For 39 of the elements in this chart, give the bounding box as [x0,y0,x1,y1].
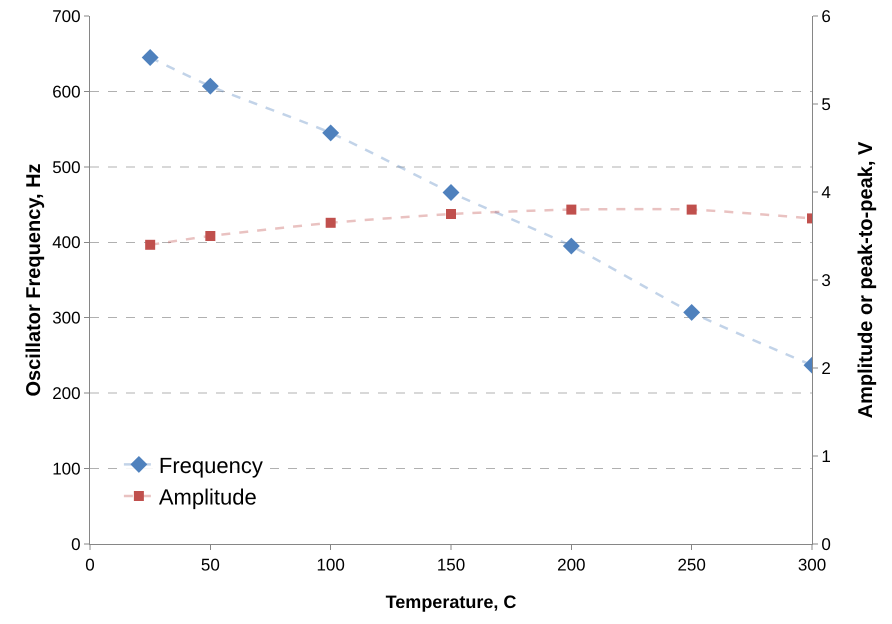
x-tick-label: 100 [316,555,345,574]
point [683,304,700,321]
y2-tick-label: 6 [821,6,831,26]
x-axis-title: Temperature, C [386,592,516,612]
y2-tick-label: 2 [821,358,831,378]
point [205,231,216,241]
x-tick-label: 150 [436,555,466,574]
point [562,238,580,255]
legend-label: Frequency [158,452,263,478]
y2-axis-title: Amplitude or peak-to-peak, V [855,140,877,418]
point [322,124,340,142]
point [442,184,460,201]
y2-tick-label: 0 [821,534,831,554]
point [686,204,697,215]
point [145,240,156,250]
y-axis-title: Oscillator Frequency, Hz [23,163,45,397]
point [326,218,336,228]
y2-tick-label: 3 [821,270,831,290]
x-tick-label: 0 [85,555,95,574]
x-tick-label: 50 [200,555,220,574]
point [566,204,576,215]
y-tick-label: 100 [52,460,81,479]
x-tick-label: 200 [557,555,586,574]
point [202,78,219,95]
y2-tick-label: 1 [821,446,831,466]
y-tick-label: 0 [71,534,81,554]
x-tick-label: 250 [677,555,706,574]
y-tick-label: 700 [52,6,81,26]
y-tick-label: 600 [52,82,81,102]
y-tick-label: 200 [52,384,81,404]
legend-label: Amplitude [158,484,257,510]
point [142,49,159,66]
y2-tick-label: 5 [821,94,831,114]
y-tick-label: 500 [52,158,81,177]
x-tick-label: 300 [798,555,826,574]
y-tick-label: 400 [52,233,81,252]
point [446,209,456,219]
y-tick-label: 300 [52,308,81,328]
y2-tick-label: 4 [821,182,831,202]
